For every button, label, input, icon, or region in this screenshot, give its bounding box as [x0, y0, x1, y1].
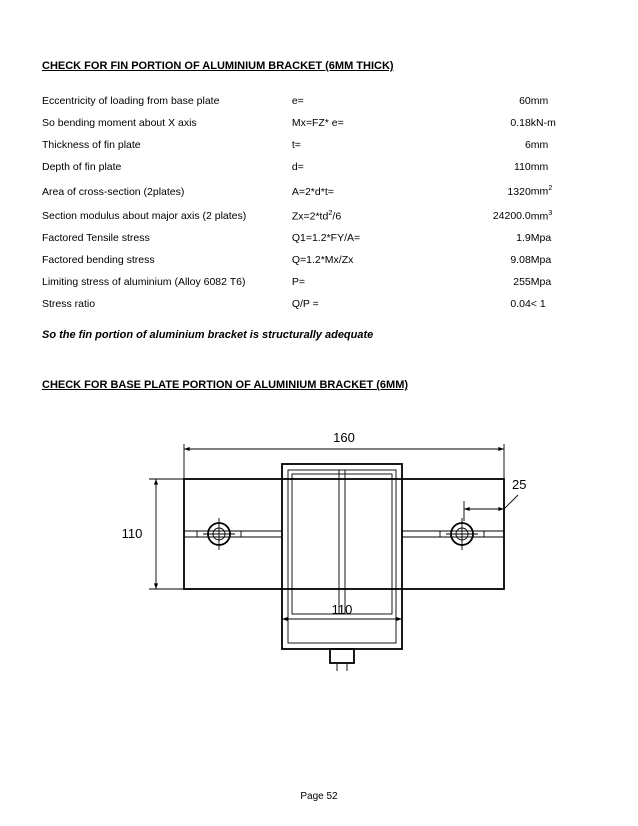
- svg-text:160: 160: [333, 430, 355, 445]
- page: CHECK FOR FIN PORTION OF ALUMINIUM BRACK…: [0, 0, 638, 826]
- calc-desc: Area of cross-section (2plates): [42, 178, 292, 203]
- calc-unit: Mpa: [531, 227, 596, 249]
- calc-unit: mm3: [531, 203, 596, 228]
- calc-expr: Q=1.2*Mx/Zx: [292, 249, 433, 271]
- calc-value: 60: [433, 90, 531, 112]
- calc-desc: Section modulus about major axis (2 plat…: [42, 203, 292, 228]
- calc-unit: mm: [531, 156, 596, 178]
- calc-desc: Stress ratio: [42, 293, 292, 315]
- section2-title: CHECK FOR BASE PLATE PORTION OF ALUMINIU…: [42, 379, 596, 391]
- calc-desc: So bending moment about X axis: [42, 112, 292, 134]
- svg-text:110: 110: [332, 602, 353, 617]
- calc-desc: Factored Tensile stress: [42, 227, 292, 249]
- conclusion: So the fin portion of aluminium bracket …: [42, 329, 596, 341]
- calc-value: 24200.0: [433, 203, 531, 228]
- calc-unit: mm2: [531, 178, 596, 203]
- calc-unit: mm: [531, 134, 596, 156]
- calc-row: Stress ratioQ/P =0.04< 1: [42, 293, 596, 315]
- calc-desc: Factored bending stress: [42, 249, 292, 271]
- section1-title: CHECK FOR FIN PORTION OF ALUMINIUM BRACK…: [42, 60, 596, 72]
- calc-expr: P=: [292, 271, 433, 293]
- calc-row: Depth of fin plated=110mm: [42, 156, 596, 178]
- calc-row: Limiting stress of aluminium (Alloy 6082…: [42, 271, 596, 293]
- calc-expr: d=: [292, 156, 433, 178]
- calc-unit: Mpa: [531, 249, 596, 271]
- bracket-diagram: 160 110 25 110: [104, 409, 534, 689]
- calc-unit: Mpa: [531, 271, 596, 293]
- calc-value: 255: [433, 271, 531, 293]
- page-number: Page 52: [0, 791, 638, 802]
- calc-value: 0.18: [433, 112, 531, 134]
- calc-table: Eccentricity of loading from base platee…: [42, 90, 596, 315]
- calc-row: Eccentricity of loading from base platee…: [42, 90, 596, 112]
- calc-value: 6: [433, 134, 531, 156]
- calc-expr: Zx=2*td2/6: [292, 203, 433, 228]
- calc-unit: kN-m: [531, 112, 596, 134]
- calc-unit: mm: [531, 90, 596, 112]
- calc-value: 9.08: [433, 249, 531, 271]
- calc-expr: Mx=FZ* e=: [292, 112, 433, 134]
- svg-text:25: 25: [512, 477, 526, 492]
- calc-desc: Eccentricity of loading from base plate: [42, 90, 292, 112]
- calc-value: 110: [433, 156, 531, 178]
- diagram-container: 160 110 25 110: [42, 409, 596, 689]
- calc-row: Area of cross-section (2plates)A=2*d*t=1…: [42, 178, 596, 203]
- calc-desc: Limiting stress of aluminium (Alloy 6082…: [42, 271, 292, 293]
- svg-text:110: 110: [122, 526, 143, 541]
- calc-row: Factored Tensile stressQ1=1.2*FY/A=1.9Mp…: [42, 227, 596, 249]
- calc-unit: < 1: [531, 293, 596, 315]
- calc-expr: Q1=1.2*FY/A=: [292, 227, 433, 249]
- calc-value: 1.9: [433, 227, 531, 249]
- calc-expr: A=2*d*t=: [292, 178, 433, 203]
- calc-row: Section modulus about major axis (2 plat…: [42, 203, 596, 228]
- calc-value: 0.04: [433, 293, 531, 315]
- calc-expr: e=: [292, 90, 433, 112]
- calc-row: So bending moment about X axisMx=FZ* e=0…: [42, 112, 596, 134]
- calc-row: Thickness of fin platet=6mm: [42, 134, 596, 156]
- calc-row: Factored bending stressQ=1.2*Mx/Zx9.08Mp…: [42, 249, 596, 271]
- calc-desc: Thickness of fin plate: [42, 134, 292, 156]
- calc-desc: Depth of fin plate: [42, 156, 292, 178]
- calc-value: 1320: [433, 178, 531, 203]
- calc-expr: Q/P =: [292, 293, 433, 315]
- calc-expr: t=: [292, 134, 433, 156]
